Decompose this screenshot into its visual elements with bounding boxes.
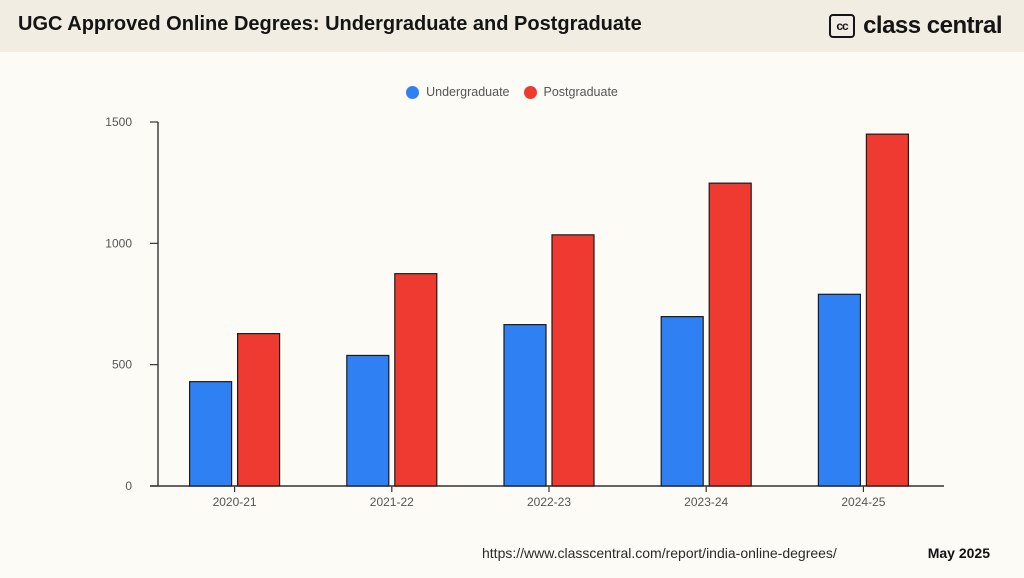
y-tick-label: 500 [112,358,132,372]
x-tick-label: 2024-25 [841,495,885,509]
bar-postgraduate-2020-21 [237,333,281,487]
x-tick-label: 2023-24 [684,495,728,509]
legend-item-postgraduate: Postgraduate [523,85,618,99]
y-tick-label: 0 [125,479,132,493]
bar-undergraduate-2020-21 [189,381,233,487]
legend-label-postgraduate: Postgraduate [543,85,618,99]
bar-undergraduate-2021-22 [346,354,390,487]
brand: cc class central [829,12,1002,40]
bar-undergraduate-2023-24 [660,316,704,487]
source-url: https://www.classcentral.com/report/indi… [482,545,837,561]
bar-postgraduate-2024-25 [865,133,910,487]
x-tick-label: 2021-22 [370,495,414,509]
publish-date: May 2025 [927,545,990,561]
y-tick-label: 1500 [105,115,132,129]
legend-dot-undergraduate [406,85,420,99]
legend-label-undergraduate: Undergraduate [426,85,510,99]
y-tick-label: 1000 [105,236,132,250]
legend-item-undergraduate: Undergraduate [406,85,510,99]
legend: Undergraduate Postgraduate [0,85,1024,99]
header-bar: UGC Approved Online Degrees: Undergradua… [0,0,1024,52]
bar-postgraduate-2023-24 [708,182,752,487]
legend-dot-postgraduate [523,85,537,99]
chart-title: UGC Approved Online Degrees: Undergradua… [18,13,642,35]
x-tick-label: 2022-23 [527,495,571,509]
class-central-logo-icon: cc [829,14,856,38]
bar-postgraduate-2022-23 [551,234,595,487]
bar-undergraduate-2022-23 [503,324,547,487]
x-tick-label: 2020-21 [213,495,257,509]
bar-undergraduate-2024-25 [817,293,862,487]
bar-postgraduate-2021-22 [394,273,438,487]
brand-name: class central [863,12,1002,39]
